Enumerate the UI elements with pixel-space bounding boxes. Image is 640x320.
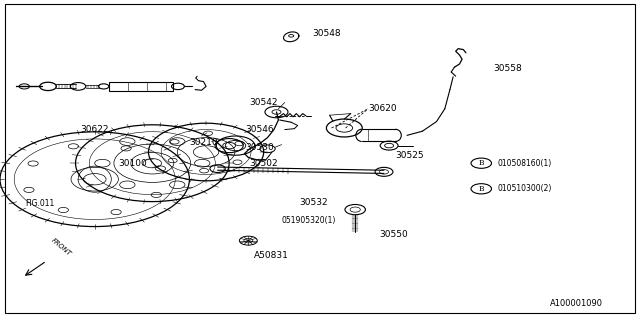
Text: 30620: 30620 — [368, 104, 397, 113]
Text: 30622: 30622 — [81, 125, 109, 134]
Text: 30532: 30532 — [299, 198, 328, 207]
Text: 30548: 30548 — [312, 29, 341, 38]
Text: 30100: 30100 — [118, 159, 147, 168]
Text: B: B — [479, 159, 484, 167]
Text: 010510300(2): 010510300(2) — [498, 184, 552, 193]
Text: 010508160(1): 010508160(1) — [498, 159, 552, 168]
Text: 30558: 30558 — [493, 64, 522, 73]
Text: 30546: 30546 — [245, 125, 274, 134]
Text: 30542: 30542 — [250, 98, 278, 107]
Text: 30210: 30210 — [189, 138, 218, 147]
Text: 051905320(1): 051905320(1) — [282, 216, 336, 225]
Text: 30550: 30550 — [380, 230, 408, 239]
Text: FRONT: FRONT — [50, 238, 72, 258]
Text: B: B — [479, 185, 484, 193]
Text: 30502: 30502 — [250, 159, 278, 168]
Text: 30525: 30525 — [395, 151, 424, 160]
Text: A50831: A50831 — [253, 251, 288, 260]
Text: FIG.011: FIG.011 — [26, 199, 55, 208]
Text: 30530: 30530 — [245, 143, 274, 152]
Text: A100001090: A100001090 — [550, 300, 604, 308]
